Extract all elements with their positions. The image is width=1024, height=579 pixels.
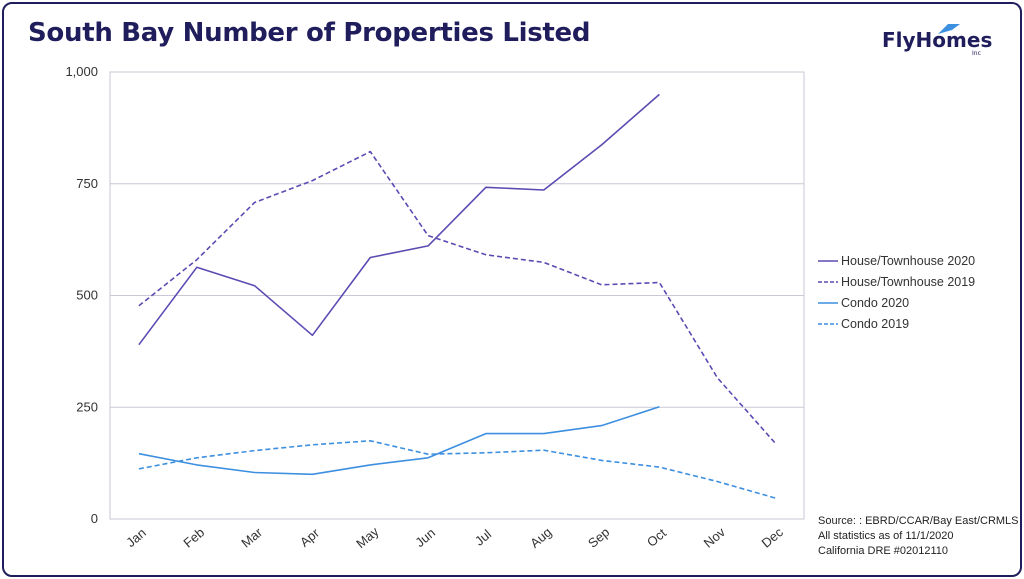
series-line	[138, 406, 660, 476]
series-line	[138, 439, 776, 499]
legend-label: Condo 2020	[841, 295, 910, 310]
legend-swatch	[818, 322, 838, 325]
source-line: Source: : EBRD/CCAR/Bay East/CRMLS	[818, 515, 1019, 527]
legend-item: Condo 2020	[818, 292, 975, 313]
y-tick-label: 0	[91, 511, 98, 526]
x-tick-label: Jul	[472, 526, 494, 548]
x-tick-label: Jan	[123, 525, 149, 550]
legend-swatch	[818, 301, 838, 304]
logo-suffix: Inc	[972, 50, 981, 57]
x-tick-label: Oct	[644, 525, 669, 550]
legend-item: House/Townhouse 2019	[818, 271, 975, 292]
legend-swatch	[818, 259, 838, 262]
chart-legend: House/Townhouse 2020 House/Townhouse 2019…	[818, 250, 975, 334]
wing-icon	[938, 24, 960, 34]
legend-label: House/Townhouse 2020	[841, 253, 976, 268]
y-tick-label: 1,000	[65, 64, 98, 79]
legend-label: House/Townhouse 2019	[841, 274, 976, 289]
legend-item: Condo 2019	[818, 313, 975, 334]
y-tick-label: 500	[76, 288, 98, 303]
logo-text: FlyHomes	[882, 28, 993, 52]
source-line: All statistics as of 11/1/2020	[818, 530, 954, 542]
x-tick-label: Sep	[585, 524, 612, 550]
x-tick-label: Apr	[297, 525, 323, 550]
series-line	[138, 93, 660, 346]
x-tick-label: Nov	[701, 524, 729, 551]
x-tick-label: Jun	[412, 525, 438, 550]
source-note: Source: : EBRD/CCAR/Bay East/CRMLS All st…	[818, 514, 1019, 559]
legend-item: House/Townhouse 2020	[818, 250, 975, 271]
series-line	[138, 150, 776, 444]
x-tick-label: May	[353, 524, 382, 552]
x-tick-label: Aug	[527, 524, 554, 550]
x-tick-label: Feb	[180, 525, 207, 551]
source-line: California DRE #02012110	[818, 545, 949, 557]
legend-swatch	[818, 280, 838, 283]
x-tick-label: Dec	[759, 524, 787, 551]
company-logo: FlyHomes Inc	[882, 24, 993, 58]
y-tick-label: 750	[76, 176, 98, 191]
legend-label: Condo 2019	[841, 316, 910, 331]
y-tick-label: 250	[76, 399, 98, 414]
page-title: South Bay Number of Properties Listed	[28, 18, 591, 48]
x-tick-label: Mar	[238, 524, 265, 550]
